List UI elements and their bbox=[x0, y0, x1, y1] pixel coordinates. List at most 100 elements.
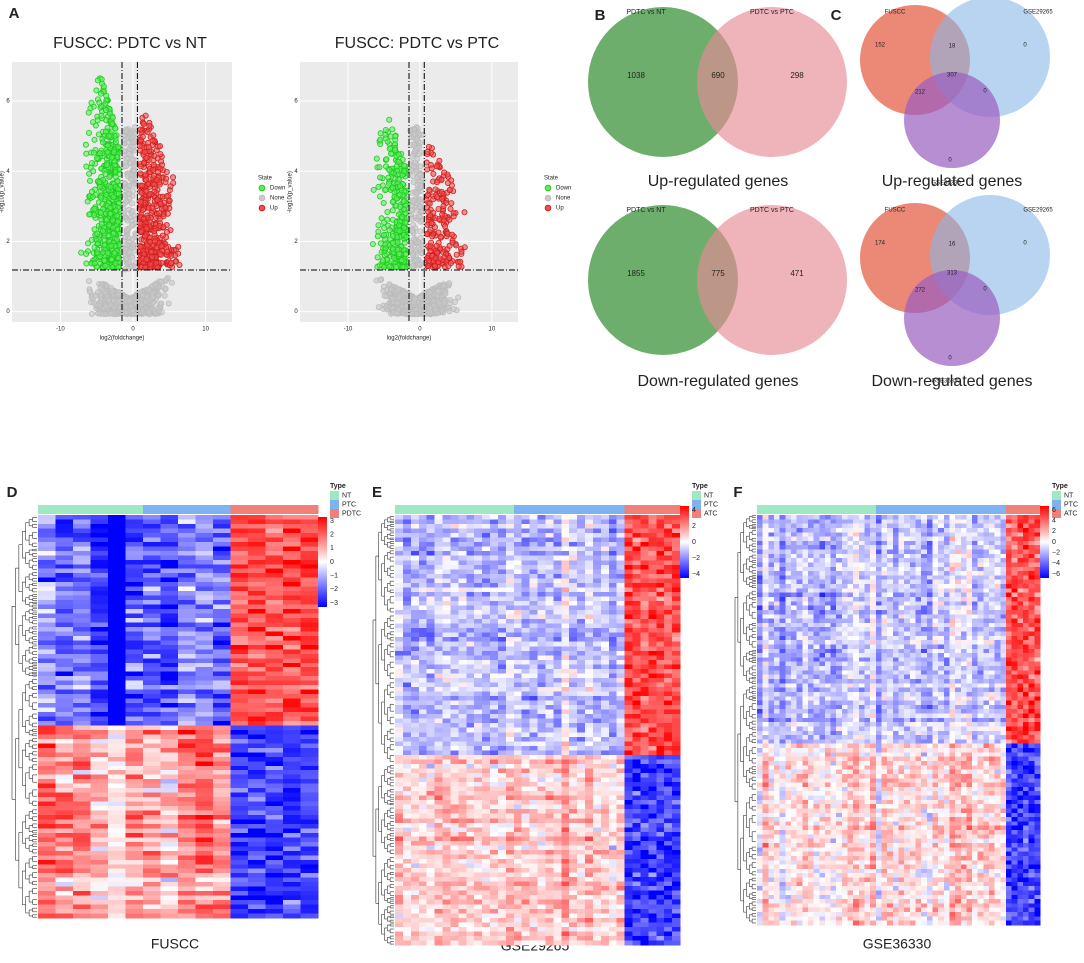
cell bbox=[125, 604, 144, 610]
cell bbox=[143, 577, 161, 583]
cell bbox=[283, 676, 301, 682]
point bbox=[137, 126, 144, 133]
cell bbox=[178, 765, 196, 771]
cell bbox=[213, 676, 231, 682]
point bbox=[455, 263, 462, 270]
cell bbox=[230, 609, 249, 614]
cell bbox=[230, 541, 249, 547]
cell bbox=[90, 828, 109, 834]
cell bbox=[283, 832, 301, 838]
cell bbox=[248, 644, 266, 650]
point bbox=[82, 141, 89, 148]
cell bbox=[160, 877, 179, 883]
cell bbox=[125, 546, 144, 552]
cell bbox=[55, 649, 74, 655]
cell bbox=[248, 523, 266, 529]
cell bbox=[125, 564, 144, 570]
cell bbox=[265, 600, 284, 605]
label: 313 bbox=[947, 271, 958, 277]
cell bbox=[248, 806, 266, 811]
cell bbox=[73, 703, 91, 708]
cell bbox=[178, 680, 196, 686]
cell bbox=[248, 595, 266, 601]
cell bbox=[265, 582, 284, 588]
point bbox=[401, 239, 408, 246]
cell bbox=[38, 586, 56, 592]
cell bbox=[55, 631, 74, 637]
cell bbox=[125, 613, 144, 619]
point bbox=[389, 305, 396, 312]
cell bbox=[160, 859, 179, 865]
cell bbox=[125, 841, 144, 847]
cell bbox=[195, 523, 214, 529]
cell bbox=[108, 882, 126, 888]
cell bbox=[178, 631, 196, 637]
cell bbox=[178, 716, 196, 722]
cell bbox=[283, 806, 301, 811]
cell bbox=[73, 519, 91, 525]
point bbox=[96, 179, 103, 186]
cell bbox=[248, 559, 266, 565]
cell bbox=[195, 528, 214, 534]
cell bbox=[213, 823, 231, 829]
point bbox=[139, 182, 146, 189]
cell bbox=[73, 631, 91, 637]
cell bbox=[38, 877, 56, 883]
point bbox=[126, 259, 133, 266]
point bbox=[150, 132, 157, 139]
point bbox=[162, 285, 169, 292]
cell bbox=[73, 712, 91, 717]
cell bbox=[38, 582, 56, 588]
point bbox=[176, 261, 183, 268]
cell bbox=[265, 895, 284, 901]
point bbox=[146, 122, 153, 129]
cell bbox=[143, 891, 161, 897]
label: None bbox=[270, 196, 285, 202]
cell bbox=[195, 568, 214, 574]
cell bbox=[143, 904, 161, 910]
cell bbox=[213, 886, 231, 892]
cell bbox=[90, 653, 109, 659]
cell bbox=[178, 725, 196, 731]
cell bbox=[300, 640, 319, 646]
point bbox=[140, 121, 147, 128]
cell bbox=[143, 716, 161, 722]
cell bbox=[108, 703, 126, 708]
cell bbox=[230, 720, 249, 726]
cell bbox=[55, 515, 74, 520]
cell bbox=[143, 828, 161, 834]
cell bbox=[265, 747, 284, 753]
cell bbox=[300, 864, 319, 870]
label: State bbox=[544, 176, 559, 182]
cell bbox=[160, 676, 179, 682]
cell bbox=[90, 707, 109, 713]
label: 6 bbox=[294, 99, 298, 105]
cell bbox=[125, 720, 144, 726]
cell bbox=[160, 909, 179, 914]
cell bbox=[108, 573, 126, 579]
cell bbox=[213, 586, 231, 592]
cell bbox=[143, 873, 161, 879]
label: log2(foldchange) bbox=[387, 336, 432, 342]
cell bbox=[160, 788, 179, 794]
cell bbox=[55, 801, 74, 807]
cell bbox=[55, 797, 74, 802]
cell bbox=[108, 743, 126, 749]
label: FUSCC bbox=[151, 936, 199, 952]
cell bbox=[213, 859, 231, 865]
cell bbox=[265, 622, 284, 628]
cell bbox=[38, 676, 56, 682]
cell bbox=[230, 707, 249, 713]
cell bbox=[55, 873, 74, 879]
cell bbox=[230, 832, 249, 838]
cell bbox=[90, 582, 109, 588]
cell bbox=[178, 783, 196, 789]
cell bbox=[213, 765, 231, 771]
point bbox=[145, 144, 152, 151]
cell bbox=[283, 689, 301, 695]
cell bbox=[230, 904, 249, 910]
cell bbox=[265, 577, 284, 583]
cell bbox=[300, 622, 319, 628]
cell bbox=[178, 819, 196, 825]
point bbox=[87, 105, 94, 112]
